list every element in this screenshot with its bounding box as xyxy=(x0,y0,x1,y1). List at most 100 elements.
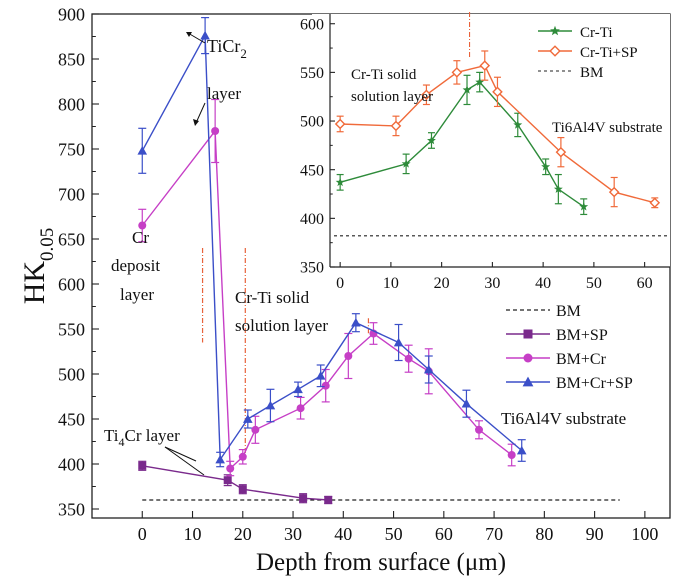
series-cr-ti-plus-sp xyxy=(334,50,661,209)
data-point xyxy=(555,146,567,158)
data-point xyxy=(315,371,326,380)
data-point xyxy=(138,461,147,470)
data-point xyxy=(401,159,411,168)
legend-marker xyxy=(523,353,533,363)
y-tick-label: 550 xyxy=(58,319,85,339)
legend-label: BM+Cr+SP xyxy=(556,375,633,392)
data-point xyxy=(211,127,220,135)
data-point xyxy=(451,67,463,78)
y-tick-label: 600 xyxy=(58,274,85,294)
data-point xyxy=(404,354,413,363)
x-tick-label: 40 xyxy=(535,275,551,292)
inset-x-axis-ticks: 0 10 20 30 40 50 60 xyxy=(336,262,653,292)
x-tick-label: 10 xyxy=(383,275,399,292)
x-tick-label: 70 xyxy=(485,524,503,544)
series-bm-plus-sp xyxy=(138,460,333,505)
data-point xyxy=(299,494,308,503)
data-point xyxy=(513,120,523,129)
x-tick-label: 60 xyxy=(637,275,653,292)
inset-legend: Cr-Ti Cr-Ti+SP BM xyxy=(538,25,638,81)
data-point xyxy=(251,425,260,434)
data-point xyxy=(238,485,247,494)
x-tick-label: 50 xyxy=(385,524,403,544)
x-tick-label: 80 xyxy=(535,524,553,544)
annotation-ticr2-layer: layer xyxy=(207,84,241,103)
data-point xyxy=(475,425,484,434)
data-point xyxy=(507,451,516,459)
main-x-axis-label: Depth from surface (μm) xyxy=(256,549,506,576)
data-point xyxy=(649,197,661,209)
inset-legend-item-cr-ti-plus-sp: Cr-Ti+SP xyxy=(538,45,638,61)
series-bm-plus-cr-plus-sp xyxy=(137,17,527,468)
data-point xyxy=(421,89,432,101)
annotation-deposit: deposit xyxy=(111,256,160,275)
data-point xyxy=(462,85,472,94)
ticr2-arrowhead xyxy=(186,32,192,37)
inset-legend-item-cr-ti: Cr-Ti xyxy=(538,25,613,41)
y-tick-label: 500 xyxy=(58,364,85,384)
data-point xyxy=(479,60,491,71)
data-point xyxy=(334,118,346,130)
ti4cr-arrow-1 xyxy=(164,446,197,462)
inset-chart: 0 10 20 30 40 50 60 350 400 450 500 550 600 Cr-Ti s… xyxy=(300,12,670,292)
data-point xyxy=(137,146,148,155)
inset-y-axis-ticks: 350 400 450 500 550 600 xyxy=(300,16,335,277)
legend-marker xyxy=(522,376,534,387)
data-point xyxy=(215,454,225,464)
legend-label: BM xyxy=(556,303,581,320)
annotation-ticr2: TiCr2 xyxy=(207,36,247,61)
inset-legend-item-bm: BM xyxy=(538,65,603,81)
main-y-axis-ticks: 350 400 450 500 550 600 650 700 750 800 850 900 xyxy=(58,4,99,519)
annotation-layer: layer xyxy=(120,285,154,304)
data-point xyxy=(238,452,247,461)
ti4cr-arrow-2 xyxy=(164,446,205,476)
legend-marker xyxy=(550,25,560,36)
y-tick-label: 550 xyxy=(300,65,324,82)
data-point xyxy=(461,398,472,408)
annotation-cr: Cr xyxy=(132,228,149,247)
annotation-ti4cr: Ti4Cr layer xyxy=(104,426,180,449)
y-tick-label: 450 xyxy=(58,409,85,429)
data-point xyxy=(321,381,330,390)
x-tick-label: 90 xyxy=(586,524,604,544)
y-tick-label: 850 xyxy=(58,49,85,69)
x-tick-label: 100 xyxy=(631,524,658,544)
data-point xyxy=(243,414,253,423)
legend-label: Cr-Ti xyxy=(580,25,613,41)
data-point xyxy=(390,120,402,132)
inset-series xyxy=(334,50,661,216)
legend-label: BM xyxy=(580,65,603,81)
data-point xyxy=(324,496,333,504)
main-guides xyxy=(201,248,370,460)
legend-marker xyxy=(523,329,533,339)
y-tick-label: 500 xyxy=(300,114,324,131)
inset-background xyxy=(312,14,670,267)
main-chart: 0 10 20 30 40 50 60 70 80 90 100 35040045050055060… xyxy=(18,4,671,576)
y-tick-label: 400 xyxy=(300,211,324,228)
data-point xyxy=(344,352,353,360)
layer-arrow xyxy=(195,102,206,124)
data-point xyxy=(492,86,503,98)
x-tick-label: 50 xyxy=(586,275,602,292)
data-point xyxy=(226,464,235,473)
data-point xyxy=(335,177,345,187)
x-tick-label: 30 xyxy=(484,275,500,292)
inset-annotation-crti-solid: Cr-Ti solid xyxy=(351,67,417,83)
series-cr-ti xyxy=(335,71,589,216)
data-point xyxy=(553,184,563,193)
annotation-substrate-main: Ti6Al4V substrate xyxy=(501,409,626,428)
x-tick-label: 40 xyxy=(334,524,352,544)
series-line xyxy=(141,33,523,462)
y-tick-label: 650 xyxy=(58,229,85,249)
y-tick-label: 350 xyxy=(58,499,85,519)
x-tick-label: 10 xyxy=(184,524,202,544)
data-point xyxy=(138,221,147,230)
data-point xyxy=(423,364,434,374)
legend-item-bm-plus-sp: BM+SP xyxy=(506,327,608,344)
y-tick-label: 450 xyxy=(300,162,324,179)
data-point xyxy=(200,30,210,40)
data-point xyxy=(223,476,232,485)
legend-item-bm-plus-cr: BM+Cr xyxy=(506,351,607,368)
y-tick-label: 900 xyxy=(58,4,85,24)
